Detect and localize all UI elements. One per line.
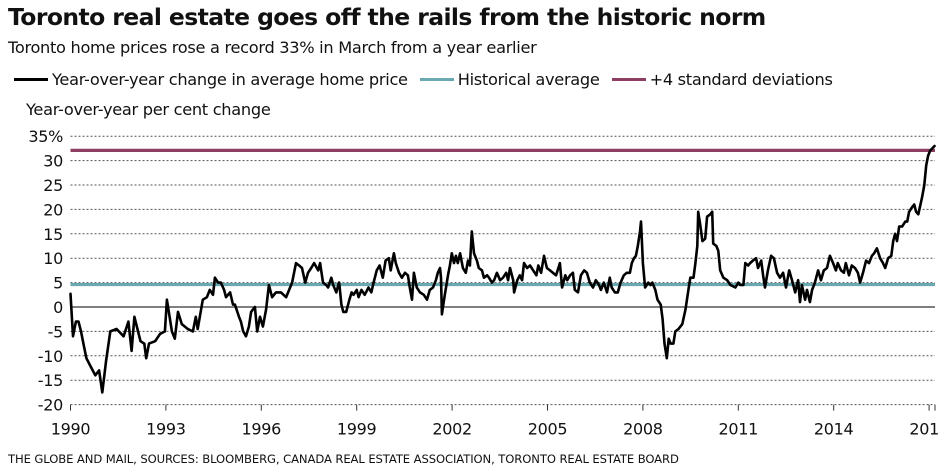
legend: Year-over-year change in average home pr… — [14, 70, 845, 89]
y-tick-label: -20 — [38, 396, 63, 415]
gridlines — [70, 135, 935, 406]
yoy-price-change-line — [69, 144, 936, 394]
legend-swatch-std-dev — [611, 78, 646, 81]
y-tick-label: 15 — [43, 225, 63, 244]
legend-label-yoy: Year-over-year change in average home pr… — [52, 70, 408, 89]
y-tick-label: 30 — [43, 152, 63, 171]
y-tick-label: 0 — [53, 298, 63, 317]
x-tick-label: 1996 — [242, 420, 282, 439]
y-tick-label: 10 — [43, 249, 63, 268]
y-tick-label: 25 — [43, 176, 63, 195]
y-tick-label: 35% — [28, 127, 63, 146]
series-group — [69, 144, 936, 394]
y-tick-label: 5 — [53, 274, 63, 293]
x-tick-label: 2002 — [432, 420, 472, 439]
y-tick-label: 20 — [43, 200, 63, 219]
y-axis-ticks: -20 -15 -10 -5 0 5 10 15 20 25 30 35% — [28, 127, 63, 414]
x-tick-label: 2017 — [909, 420, 940, 439]
legend-swatch-historical-average — [419, 78, 454, 81]
legend-label-historical-average: Historical average — [457, 70, 600, 89]
y-tick-label: -15 — [38, 371, 63, 390]
legend-item-std-dev: +4 standard deviations — [611, 70, 833, 89]
x-tick-label: 2011 — [719, 420, 759, 439]
x-tick-label: 2005 — [528, 420, 568, 439]
x-axis-ticks: 1990 1993 1996 1999 2002 2005 2008 2011 2014 2017 — [51, 404, 940, 439]
x-tick-label: 1999 — [337, 420, 377, 439]
y-tick-label: -10 — [38, 347, 63, 366]
legend-label-std-dev: +4 standard deviations — [649, 70, 833, 89]
legend-swatch-yoy — [14, 78, 48, 81]
y-tick-label: -5 — [48, 322, 63, 341]
reference-lines — [70, 148, 935, 287]
chart-subtitle: Toronto home prices rose a record 33% in… — [8, 38, 537, 57]
x-tick-label: 2014 — [814, 420, 854, 439]
legend-item-historical-average: Historical average — [419, 70, 600, 89]
x-tick-label: 1993 — [146, 420, 186, 439]
legend-item-yoy: Year-over-year change in average home pr… — [14, 70, 408, 89]
x-tick-label: 2008 — [623, 420, 663, 439]
y-axis-label: Year-over-year per cent change — [26, 100, 271, 119]
source-note: THE GLOBE AND MAIL, SOURCES: BLOOMBERG, … — [8, 452, 679, 466]
chart-title: Toronto real estate goes off the rails f… — [8, 3, 766, 31]
x-tick-label: 1990 — [51, 420, 91, 439]
